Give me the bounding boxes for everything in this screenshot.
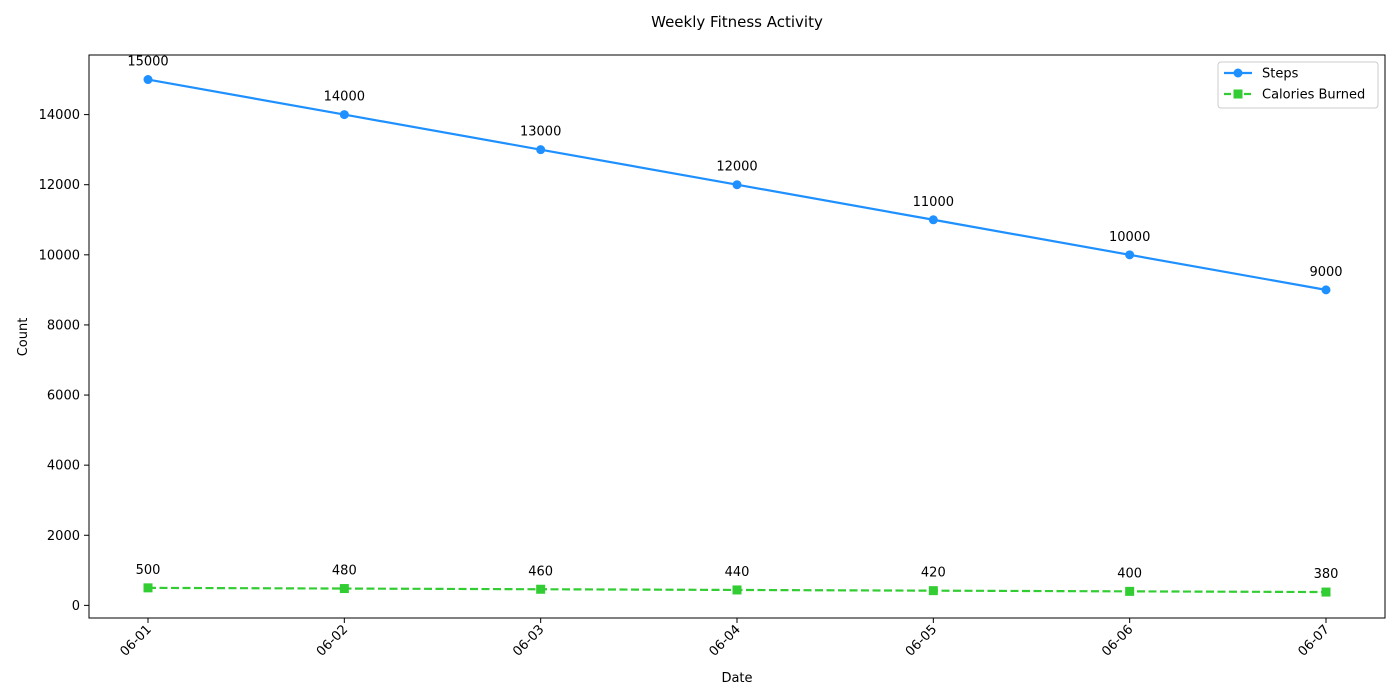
legend-label: Steps [1262,67,1299,82]
y-tick-label: 14000 [39,108,80,123]
y-tick-label: 12000 [39,178,80,193]
data-point [536,584,546,594]
data-label: 14000 [324,90,365,105]
data-label: 500 [136,563,161,578]
data-point [1321,285,1331,295]
legend: Steps Calories Burned [1217,61,1379,109]
y-tick-label: 2000 [47,529,80,544]
data-label: 420 [921,566,946,581]
legend-box [1217,61,1379,109]
data-label: 10000 [1109,230,1150,245]
data-label: 440 [725,565,750,580]
data-point [339,584,349,594]
data-point [143,583,153,593]
data-label: 12000 [716,160,757,175]
chart-title: Weekly Fitness Activity [651,13,823,31]
data-label: 480 [332,564,357,579]
x-tick-label: 06-02 [314,622,351,659]
series-calories-burned: 500 480 460 440 420 400 380 [136,563,1339,597]
y-tick-label: 8000 [47,318,80,333]
x-axis: 06-01 06-02 06-03 06-04 06-05 06-06 06-07 [118,618,1333,660]
y-tick-label: 6000 [47,389,80,404]
y-axis: 0 2000 4000 6000 8000 10000 12000 14000 [39,108,89,614]
x-tick-label: 06-01 [118,622,155,659]
legend-marker [1233,68,1243,78]
legend-item: Calories Burned [1224,88,1365,103]
x-tick-label: 06-07 [1296,622,1333,659]
data-label: 11000 [913,195,954,210]
legend-label: Calories Burned [1262,88,1365,103]
series-layer: 15000 14000 13000 12000 11000 10000 9000 500 480… [127,55,1343,597]
x-tick-label: 06-04 [707,622,744,659]
x-axis-title: Date [721,671,752,686]
data-point [536,145,546,155]
data-point [1125,250,1135,260]
data-point [732,180,742,190]
data-point [928,215,938,225]
data-point [143,75,153,85]
legend-item: Steps [1224,67,1299,82]
data-point [339,110,349,120]
data-label: 460 [528,564,553,579]
data-point [732,585,742,595]
data-label: 9000 [1309,265,1342,280]
data-label: 13000 [520,125,561,140]
data-label: 15000 [127,55,168,70]
series-steps: 15000 14000 13000 12000 11000 10000 9000 [127,55,1343,295]
x-tick-label: 06-03 [510,622,547,659]
y-tick-label: 10000 [39,248,80,263]
data-point [928,586,938,596]
y-tick-label: 4000 [47,459,80,474]
data-label: 380 [1314,567,1339,582]
x-tick-label: 06-06 [1099,622,1136,659]
data-point [1125,586,1135,596]
y-tick-label: 0 [72,599,80,614]
legend-marker [1233,89,1243,99]
data-label: 400 [1117,566,1142,581]
y-axis-title: Count [16,318,31,357]
x-tick-label: 06-05 [903,622,940,659]
data-point [1321,587,1331,597]
plot-area [88,54,1386,619]
